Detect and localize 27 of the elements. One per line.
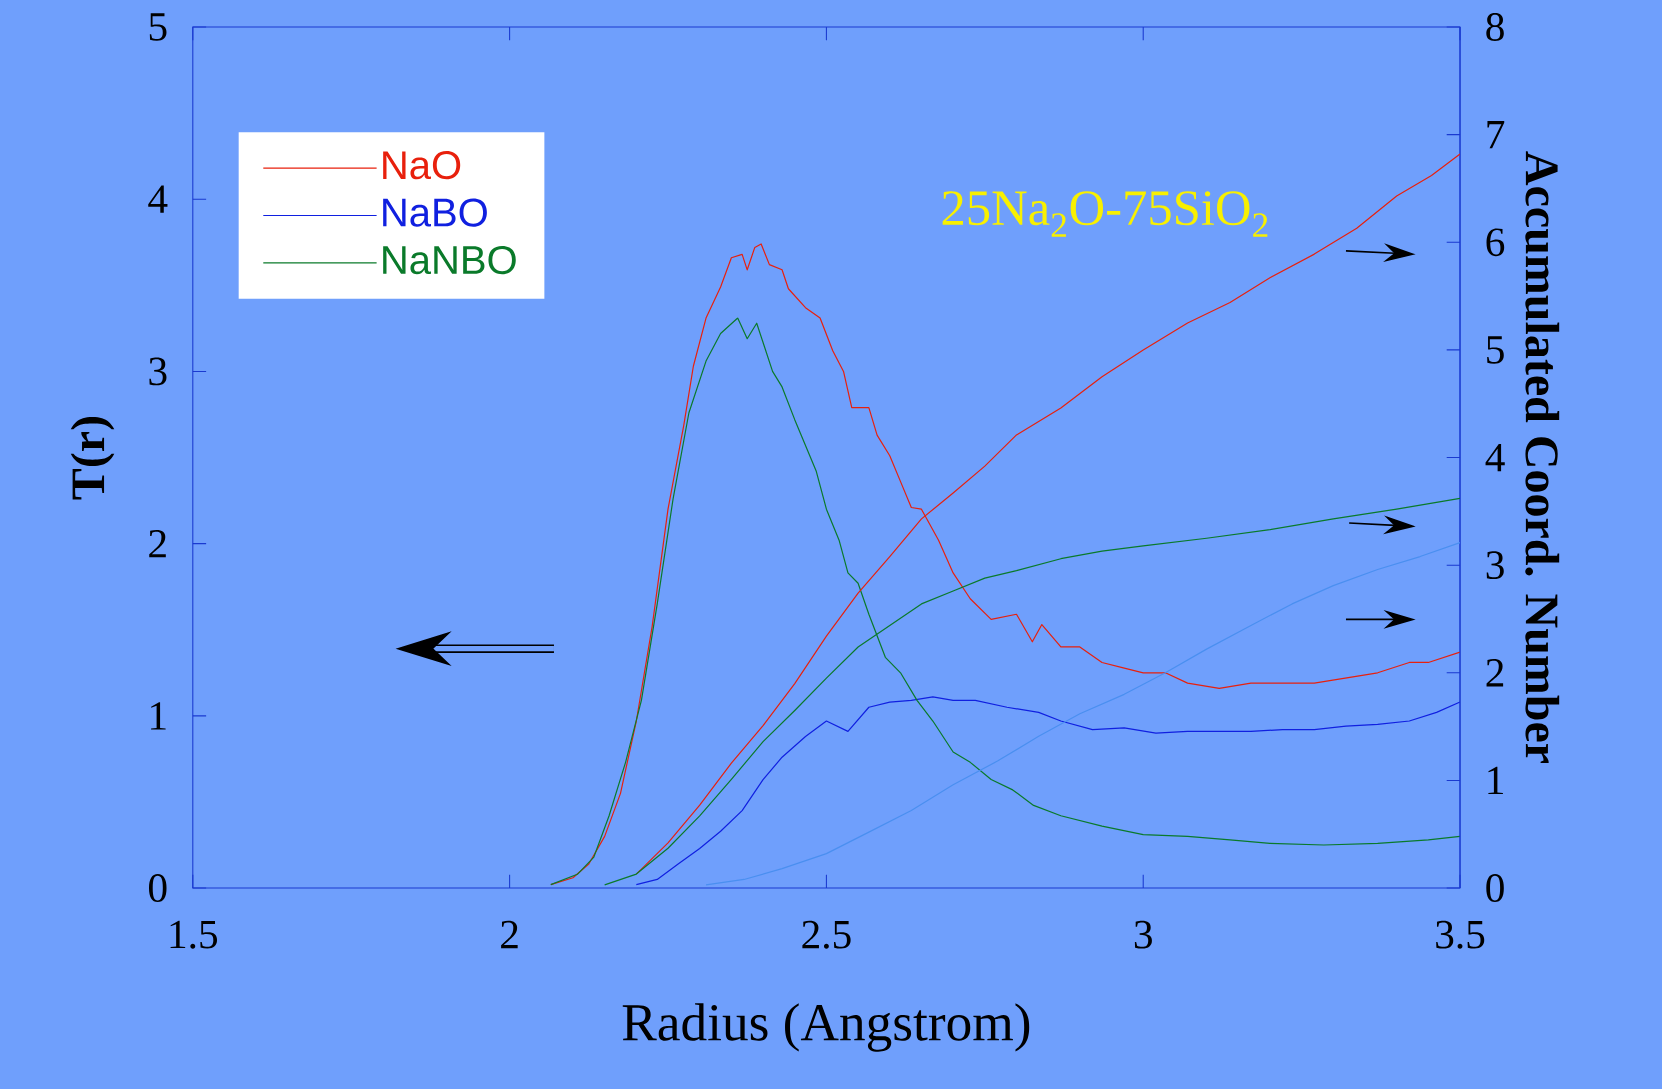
y-tick-label: 3 [149,357,167,386]
y2-tick-label: 5 [1487,336,1504,364]
x-axis-title: Radius (Angstrom) [622,1003,1030,1052]
y2-tick-label: 3 [1486,551,1504,580]
y-tick-label: 2 [149,529,166,558]
y2-axis-title: Accumulated Coord. Number [1525,151,1560,764]
y-tick-label: 5 [149,13,167,41]
y-tick-label: 1 [151,702,166,730]
x-tick-label: 3.5 [1436,920,1485,949]
annotation: 25Na$_{2}$O-75SiO$_{2}$ [942,191,1268,237]
y2-tick-label: 8 [1486,13,1504,41]
x-tick-label: 2 [501,920,518,949]
legend-label: NaBO [383,198,487,227]
y2-tick-label: 6 [1486,228,1505,257]
x-tick-label: 1.5 [170,920,218,949]
x-tick-label: 2.5 [802,920,851,949]
x-tick-label: 3 [1134,920,1152,949]
y2-tick-label: 2 [1486,659,1504,687]
y2-tick-label: 0 [1486,874,1504,902]
legend-label: NaNBO [383,245,516,275]
y2-tick-label: 7 [1487,121,1505,149]
legend-label: NaO [383,150,461,180]
y-tick-label: 0 [148,874,167,903]
y2-tick-label: 4 [1485,443,1505,472]
y-axis-title: T(r) [70,417,115,500]
y2-tick-label: 1 [1488,766,1503,795]
y-tick-label: 4 [148,185,168,213]
